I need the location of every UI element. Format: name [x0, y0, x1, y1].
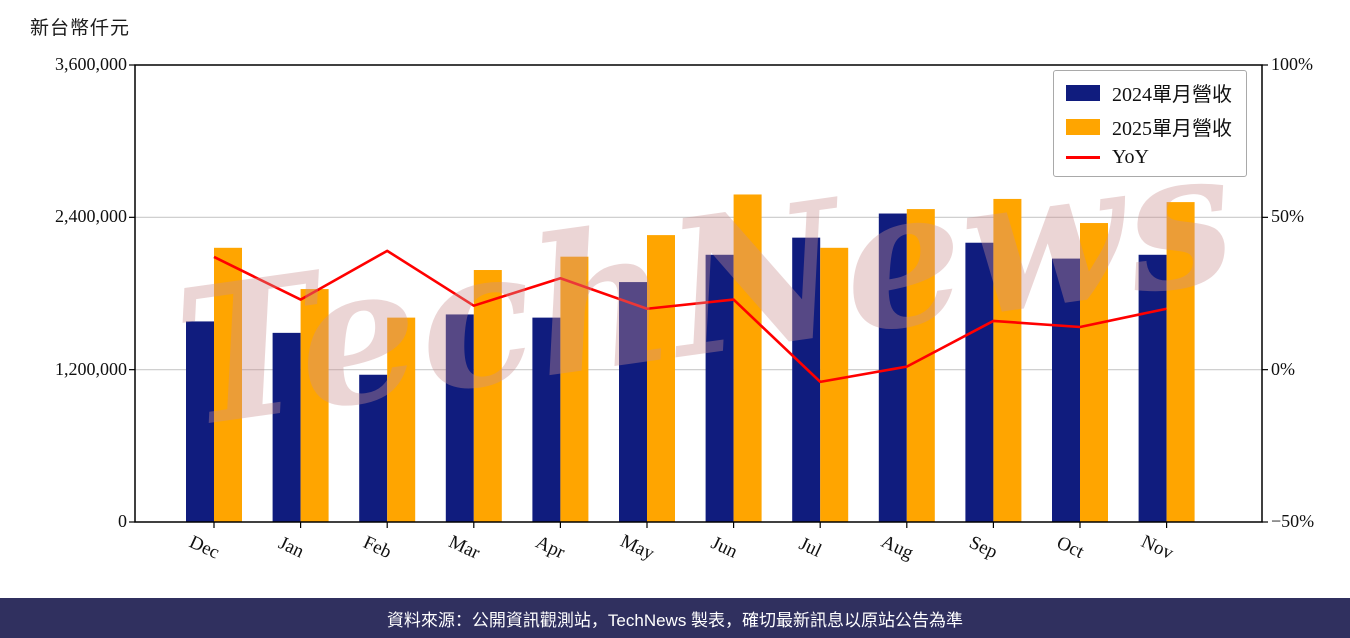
chart-area: 0 1,200,000 2,400,000 3,600,000 −50% 0% 50% 100… — [55, 54, 1315, 564]
y-axis-left-tick-label: 3,600,000 — [55, 54, 127, 74]
bar-2024單月營收-Jul — [792, 237, 821, 522]
bar-2024單月營收-Jan — [272, 332, 301, 522]
bar-2025單月營收-Dec — [214, 247, 242, 523]
legend-item: YoY — [1066, 146, 1232, 169]
bar-2025單月營收-Jul — [820, 247, 849, 523]
bar-2025單月營收-Sep — [993, 198, 1022, 522]
legend-label: 2025單月營收 — [1112, 118, 1232, 140]
y-axis-left-tick-label: 1,200,000 — [55, 358, 127, 379]
legend: 2024單月營收 2025單月營收 YoY — [1053, 70, 1247, 177]
bar-2025單月營收-Mar — [473, 270, 502, 522]
bar-2024單月營收-Apr — [532, 317, 561, 522]
bar-2024單月營收-Jun — [705, 254, 734, 522]
y-axis-right-tick-label: 100% — [1271, 54, 1313, 74]
bar-2024單月營收-Dec — [186, 321, 214, 522]
bar-2024單月營收-May — [619, 282, 647, 522]
legend-color-swatch — [1066, 118, 1100, 135]
chart-canvas — [129, 64, 1268, 528]
y-axis-right-tick-label: 50% — [1271, 206, 1304, 227]
bar-2025單月營收-May — [647, 235, 675, 522]
legend-label: YoY — [1112, 146, 1149, 168]
bar-2024單月營收-Sep — [965, 242, 994, 522]
bar-2025單月營收-Nov — [1166, 202, 1195, 522]
y-axis-unit-label: 新台幣仟元 — [30, 18, 131, 39]
yoy-line — [213, 249, 1167, 384]
y-axis-left-tick-label: 0 — [118, 511, 127, 531]
legend-line-swatch — [1066, 156, 1100, 159]
legend-label: 2024單月營收 — [1112, 84, 1232, 106]
bar-2024單月營收-Feb — [359, 374, 388, 522]
footer: 資料來源：公開資訊觀測站，TechNews 製表，確切最新訊息以原站公告為準 — [0, 598, 1350, 638]
bar-2025單月營收-Apr — [560, 256, 589, 522]
bar-2025單月營收-Oct — [1080, 223, 1108, 522]
footer-text: 資料來源：公開資訊觀測站，TechNews 製表，確切最新訊息以原站公告為準 — [386, 610, 964, 630]
bar-2024單月營收-Mar — [445, 314, 474, 522]
bar-2025單月營收-Jun — [733, 194, 762, 522]
legend-color-swatch — [1066, 84, 1100, 101]
y-axis-left-tick-label: 2,400,000 — [55, 206, 127, 227]
bar-2024單月營收-Nov — [1138, 254, 1167, 522]
y-axis-right-tick-label: −50% — [1271, 511, 1315, 531]
bar-2025單月營收-Jan — [300, 289, 329, 522]
y-axis-right-tick-label: 0% — [1271, 358, 1295, 379]
legend-item: 2024單月營收 — [1066, 78, 1232, 107]
legend-item: 2025單月營收 — [1066, 112, 1232, 141]
bar-2024單月營收-Oct — [1052, 258, 1080, 522]
plot-frame — [134, 64, 1263, 523]
bar-2025單月營收-Feb — [387, 317, 416, 522]
